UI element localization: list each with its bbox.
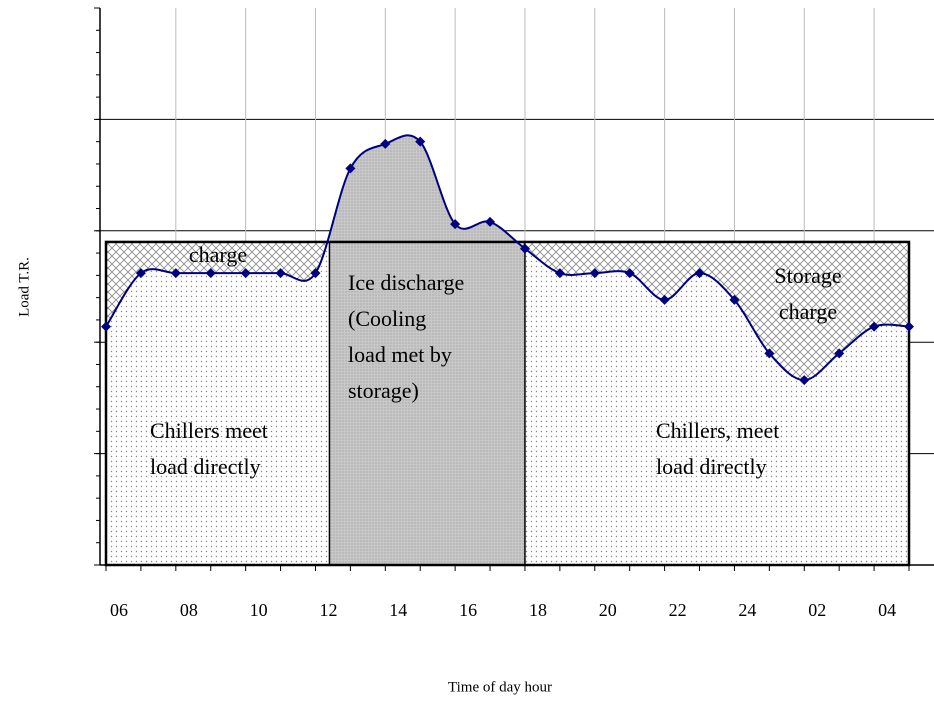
marker xyxy=(485,216,496,227)
annotation: Chillers, meet xyxy=(656,418,779,443)
annotation: charge xyxy=(779,299,837,324)
marker xyxy=(519,243,530,254)
marker xyxy=(380,138,391,149)
marker xyxy=(764,348,775,359)
marker xyxy=(869,321,880,332)
marker xyxy=(834,348,845,359)
x-tick-label: 22 xyxy=(669,600,687,620)
x-axis-label: Time of day hour xyxy=(448,679,552,695)
marker xyxy=(345,163,356,174)
x-tick-label: 16 xyxy=(459,600,477,620)
y-axis-label: Load T.R. xyxy=(16,257,32,317)
annotation: Chillers meet xyxy=(150,418,268,443)
marker xyxy=(310,268,321,279)
annotation: charge xyxy=(189,242,247,267)
marker xyxy=(799,375,810,386)
marker xyxy=(240,268,251,279)
marker xyxy=(694,268,705,279)
annotation: Ice discharge xyxy=(348,270,464,295)
marker xyxy=(101,321,111,332)
marker xyxy=(170,268,181,279)
x-tick-label: 04 xyxy=(878,600,896,620)
x-tick-label: 10 xyxy=(250,600,268,620)
marker xyxy=(135,268,146,279)
marker xyxy=(624,268,635,279)
annotation: load directly xyxy=(656,454,767,479)
x-tick-label: 20 xyxy=(599,600,617,620)
annotation: Storage xyxy=(774,263,841,288)
annotation: load directly xyxy=(150,454,261,479)
x-tick-label: 08 xyxy=(180,600,198,620)
marker xyxy=(554,268,565,279)
annotation: load met by xyxy=(348,342,452,367)
marker xyxy=(659,294,670,305)
marker xyxy=(205,268,216,279)
x-tick-label: 24 xyxy=(738,600,756,620)
x-tick-label: 18 xyxy=(529,600,547,620)
marker xyxy=(450,219,461,230)
marker xyxy=(275,268,286,279)
marker xyxy=(729,294,740,305)
x-tick-label: 02 xyxy=(808,600,826,620)
x-tick-label: 06 xyxy=(110,600,128,620)
x-tick-label: 14 xyxy=(389,600,407,620)
x-tick-label: 12 xyxy=(319,600,337,620)
marker xyxy=(904,321,914,332)
marker xyxy=(589,268,600,279)
marker xyxy=(415,136,426,147)
annotation: (Cooling xyxy=(348,306,426,331)
annotation: storage) xyxy=(348,378,419,403)
